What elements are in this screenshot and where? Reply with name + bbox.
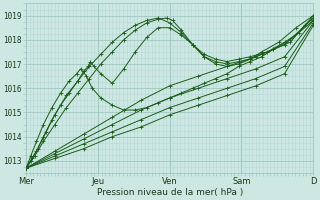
X-axis label: Pression niveau de la mer( hPa ): Pression niveau de la mer( hPa ) [97,188,243,197]
